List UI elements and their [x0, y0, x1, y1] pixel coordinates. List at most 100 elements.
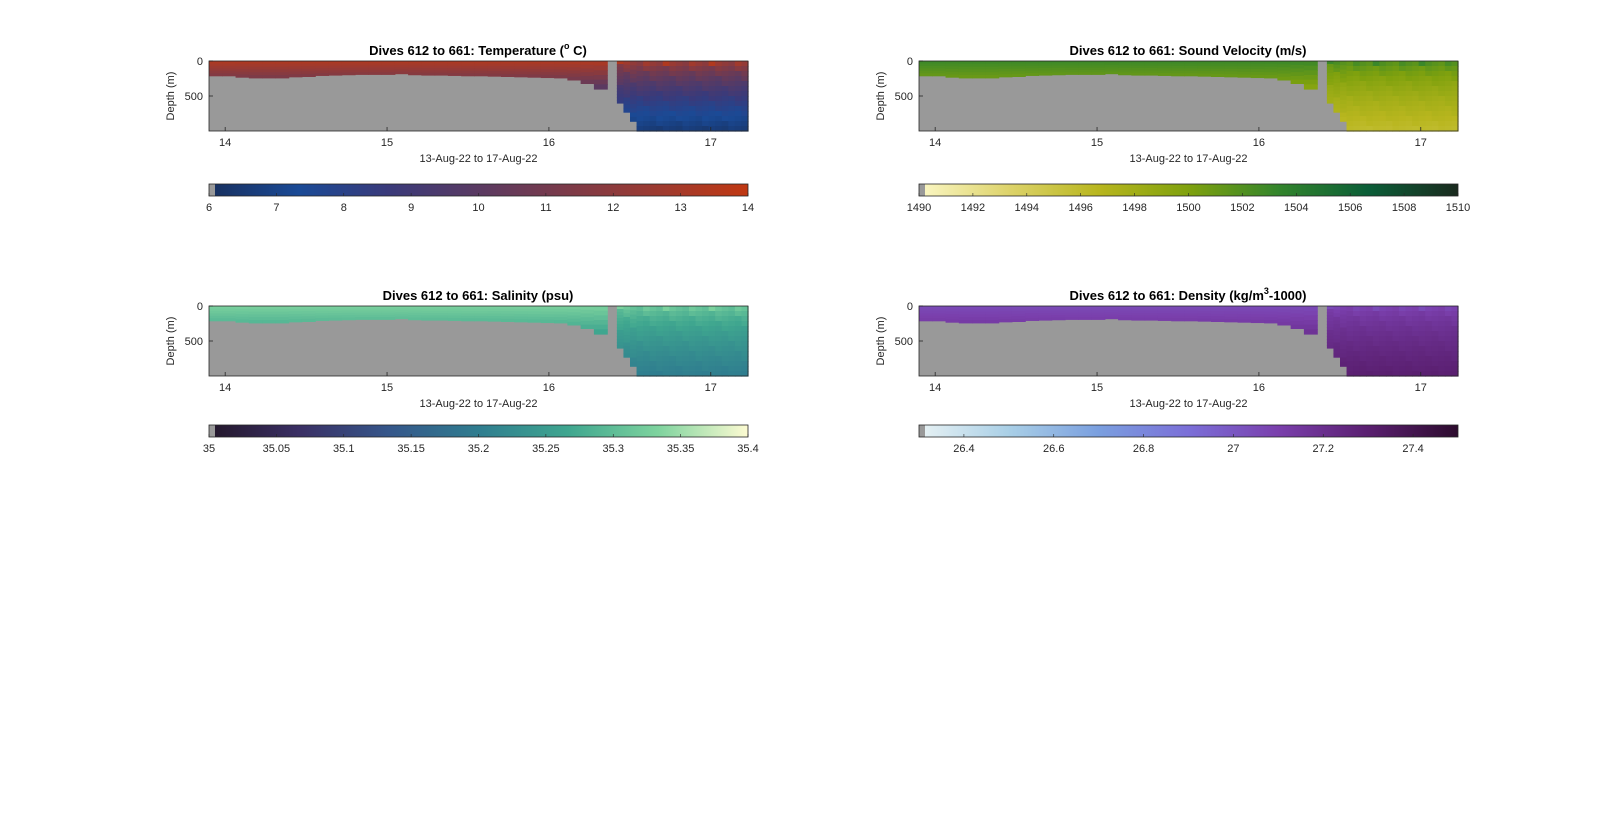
density-profile-cell [1210, 318, 1225, 322]
salinity-profile-cell [275, 314, 290, 318]
sound-velocity-profile-cell [1444, 66, 1453, 72]
temperature-profile-cell [734, 61, 743, 67]
salinity-profile-cell [728, 346, 736, 352]
salinity-profile-cell [662, 356, 670, 362]
salinity-profile-cell [630, 323, 638, 329]
temperature-profile-cell [669, 76, 677, 82]
salinity-profile-cell [708, 321, 716, 327]
density-profile-cell [1131, 317, 1146, 321]
temperature-profile-cell [222, 70, 237, 74]
sound-velocity-profile-cell [1333, 68, 1341, 73]
temperature-profile-cell [741, 86, 749, 92]
temperature-profile-cell [554, 63, 568, 68]
salinity-profile-cell [662, 331, 670, 337]
salinity-profile-cell [728, 361, 736, 367]
salinity-profile-cell [675, 321, 684, 327]
density-profile-cell [919, 313, 933, 317]
sound-velocity-profile-cell [1431, 101, 1439, 107]
density-profile-cell [1250, 308, 1265, 313]
density-profile-cell [1451, 351, 1459, 357]
sound-velocity-profile-cell [958, 75, 973, 79]
temperature-profile-cell [394, 69, 409, 73]
salinity-profile-cell [695, 316, 703, 322]
salinity-profile-cell [248, 314, 263, 318]
density-profile-cell [1303, 315, 1318, 321]
density-profile-cell [1346, 366, 1354, 372]
salinity-profile-cell [408, 306, 422, 309]
sound-velocity-profile-cell [1038, 68, 1053, 71]
salinity-profile-cell [434, 317, 449, 321]
sound-velocity-x-tick-label: 15 [1091, 137, 1103, 149]
temperature-profile-cell [408, 61, 422, 64]
density-profile-cell [1405, 346, 1413, 352]
salinity-profile-cell [461, 310, 476, 314]
temperature-profile-cell [656, 81, 664, 87]
salinity-profile-cell [461, 308, 476, 312]
density-profile-cell [1264, 320, 1278, 324]
temperature-profile-cell [262, 75, 276, 79]
density-profile-cell [1237, 306, 1252, 310]
density-profile-cell [1250, 316, 1265, 321]
salinity-profile-cell [741, 326, 749, 332]
temperature-profile-cell [235, 66, 250, 70]
salinity-profile-cell [734, 366, 743, 372]
sound-velocity-profile-cell [1025, 72, 1040, 76]
temperature-profile-cell [741, 61, 749, 67]
salinity-profile-cell [341, 312, 356, 316]
salinity-profile-cell [669, 316, 677, 322]
salinity-profile-cell [728, 356, 736, 362]
temperature-profile-cell [616, 76, 625, 80]
density-profile-cell [1418, 346, 1426, 352]
sound-velocity-profile-cell [972, 75, 986, 79]
density-profile-cell [1438, 336, 1446, 342]
salinity-profile-cell [682, 361, 690, 367]
salinity-profile-cell [649, 311, 657, 317]
temperature-profile-cell [630, 95, 638, 101]
temperature-profile-cell [487, 66, 502, 70]
salinity-profile-cell [689, 366, 697, 372]
sound-velocity-profile-cell [1451, 111, 1459, 117]
sound-velocity-profile-cell [1346, 66, 1354, 72]
sound-velocity-profile-cell [945, 74, 960, 78]
temperature-profile-cell [630, 65, 638, 71]
density-profile-cell [1326, 330, 1335, 334]
salinity-profile-cell [315, 317, 330, 321]
sound-velocity-profile-cell [1051, 63, 1066, 67]
temperature-profile-cell [636, 91, 644, 97]
density-x-tick-label: 16 [1253, 382, 1265, 394]
density-profile-cell [1372, 356, 1380, 362]
temperature-profile-cell [567, 67, 582, 72]
temperature-profile-cell [623, 79, 631, 84]
sound-velocity-profile-cell [1333, 104, 1341, 110]
density-profile-cell [1444, 341, 1453, 347]
sound-velocity-profile-cell [1425, 116, 1433, 122]
salinity-profile-cell [675, 331, 684, 337]
salinity-profile-cell [636, 321, 644, 327]
sound-velocity-profile-cell [1366, 71, 1374, 77]
salinity-profile-cell [734, 341, 743, 347]
salinity-profile-cell [649, 371, 657, 377]
density-profile-cell [1264, 306, 1278, 310]
temperature-profile-cell [728, 66, 736, 72]
salinity-profile-cell [222, 310, 237, 314]
salinity-profile-cell [675, 351, 684, 357]
density-profile-cell [1379, 316, 1387, 322]
salinity-profile-cell [527, 306, 542, 310]
density-profile-cell [1104, 310, 1119, 313]
density-profile-cell [1346, 341, 1354, 347]
temperature-colorbar-tick-label: 7 [273, 202, 279, 214]
salinity-profile-cell [643, 356, 651, 362]
sound-velocity-profile-cell [1104, 63, 1119, 66]
salinity-profile-cell [623, 331, 631, 336]
density-profile-cell [1392, 356, 1400, 362]
temperature-profile-cell [580, 72, 595, 77]
sound-velocity-profile-cell [1444, 111, 1453, 117]
density-profile-cell [1353, 336, 1361, 342]
density-profile-cell [1425, 321, 1433, 327]
sound-velocity-colorbar-tick-label: 1492 [961, 202, 985, 214]
density-profile-cell [1184, 318, 1199, 322]
temperature-profile-cell [593, 61, 608, 67]
sound-velocity-profile-cell [1250, 61, 1265, 65]
salinity-profile-cell [643, 331, 651, 337]
sound-velocity-profile-cell [1392, 126, 1400, 132]
